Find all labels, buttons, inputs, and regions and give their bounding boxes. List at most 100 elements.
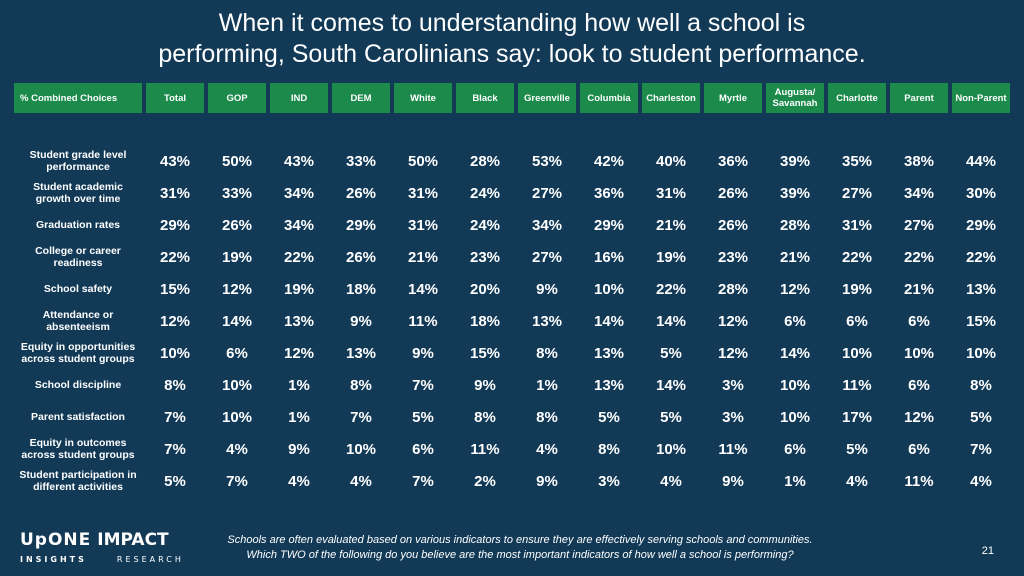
value-cell: 6% [908, 440, 930, 458]
column-header: Charlotte [828, 83, 886, 113]
logo-insights: INSIGHTS [20, 555, 87, 564]
value-cell: 31% [841, 216, 873, 234]
value-cell: 6% [784, 440, 806, 458]
value-cell: 15% [469, 344, 501, 362]
value-cell: 8% [536, 408, 558, 426]
value-cell: 23% [717, 248, 749, 266]
row-label: Student participation in different activ… [19, 469, 137, 493]
value-cell: 19% [283, 280, 315, 298]
value-cell: 2% [474, 472, 496, 490]
value-cell: 36% [593, 184, 625, 202]
value-cell: 5% [164, 472, 186, 490]
value-cell: 33% [221, 184, 253, 202]
value-cell: 29% [965, 216, 997, 234]
value-cell: 27% [531, 248, 563, 266]
value-cell: 8% [350, 376, 372, 394]
value-cell: 23% [469, 248, 501, 266]
value-cell: 34% [531, 216, 563, 234]
table-row: Attendance or absenteeism 12% 14% 13% 9% 11% 1… [14, 305, 1010, 337]
value-cell: 24% [469, 184, 501, 202]
value-cell: 9% [722, 472, 744, 490]
value-cell: 22% [655, 280, 687, 298]
row-label: Student grade level performance [29, 149, 127, 173]
row-label: Student academic growth over time [33, 181, 123, 205]
value-cell: 12% [717, 312, 749, 330]
value-cell: 42% [593, 152, 625, 170]
value-cell: 31% [407, 216, 439, 234]
value-cell: 31% [655, 184, 687, 202]
value-cell: 10% [159, 344, 191, 362]
column-header: Columbia [580, 83, 638, 113]
logo-upone: UpONE [20, 530, 92, 550]
value-cell: 6% [908, 312, 930, 330]
value-cell: 6% [846, 312, 868, 330]
value-cell: 14% [655, 312, 687, 330]
row-label: College or career readiness [35, 245, 121, 269]
table-row: Parent satisfaction 7% 10% 1% 7% 5% 8% 8% 5% 5% 3%… [14, 401, 1010, 433]
column-header: Black [456, 83, 514, 113]
logo-research: RESEARCH [116, 555, 184, 564]
value-cell: 9% [536, 472, 558, 490]
value-cell: 12% [159, 312, 191, 330]
footnote-line-2: Which TWO of the following do you believ… [246, 549, 794, 561]
table-row: Graduation rates 29% 26% 34% 29% 31% 24% 34% 29%… [14, 209, 1010, 241]
value-cell: 24% [469, 216, 501, 234]
value-cell: 39% [779, 152, 811, 170]
value-cell: 6% [412, 440, 434, 458]
value-cell: 29% [345, 216, 377, 234]
value-cell: 4% [970, 472, 992, 490]
value-cell: 12% [221, 280, 253, 298]
value-cell: 4% [350, 472, 372, 490]
value-cell: 34% [283, 216, 315, 234]
column-header: DEM [332, 83, 390, 113]
spacer-cell [14, 113, 1010, 145]
value-cell: 36% [717, 152, 749, 170]
value-cell: 5% [660, 408, 682, 426]
value-cell: 50% [221, 152, 253, 170]
value-cell: 5% [660, 344, 682, 362]
value-cell: 43% [283, 152, 315, 170]
value-cell: 14% [407, 280, 439, 298]
value-cell: 17% [841, 408, 873, 426]
value-cell: 31% [159, 184, 191, 202]
row-label: School safety [43, 283, 113, 295]
value-cell: 26% [345, 184, 377, 202]
value-cell: 7% [164, 408, 186, 426]
question-footnote: Schools are often evaluated based on var… [180, 533, 860, 563]
value-cell: 9% [288, 440, 310, 458]
value-cell: 28% [469, 152, 501, 170]
value-cell: 50% [407, 152, 439, 170]
table-row: Student grade level performance 43% 50% 43%… [14, 145, 1010, 177]
column-header: Total [146, 83, 204, 113]
value-cell: 34% [903, 184, 935, 202]
value-cell: 8% [474, 408, 496, 426]
page-number: 21 [981, 545, 994, 557]
table-row: Student academic growth over time 31% 33% 3… [14, 177, 1010, 209]
value-cell: 16% [593, 248, 625, 266]
value-cell: 29% [593, 216, 625, 234]
value-cell: 4% [846, 472, 868, 490]
column-header: IND [270, 83, 328, 113]
table-row: Equity in outcomes across student groups… [14, 433, 1010, 465]
value-cell: 1% [288, 408, 310, 426]
value-cell: 6% [784, 312, 806, 330]
value-cell: 4% [288, 472, 310, 490]
value-cell: 19% [841, 280, 873, 298]
value-cell: 5% [846, 440, 868, 458]
value-cell: 10% [965, 344, 997, 362]
header-label: % Combined Choices [14, 83, 142, 113]
value-cell: 20% [469, 280, 501, 298]
value-cell: 53% [531, 152, 563, 170]
value-cell: 43% [159, 152, 191, 170]
column-header: Charleston [642, 83, 700, 113]
table-row: College or career readiness 22% 19% 22% 26% 2… [14, 241, 1010, 273]
value-cell: 10% [221, 376, 253, 394]
column-header: Myrtle [704, 83, 762, 113]
value-cell: 7% [350, 408, 372, 426]
value-cell: 14% [593, 312, 625, 330]
value-cell: 6% [226, 344, 248, 362]
value-cell: 10% [903, 344, 935, 362]
value-cell: 22% [965, 248, 997, 266]
row-label: Graduation rates [35, 219, 121, 231]
title-line-1: When it comes to understanding how well … [218, 9, 806, 37]
